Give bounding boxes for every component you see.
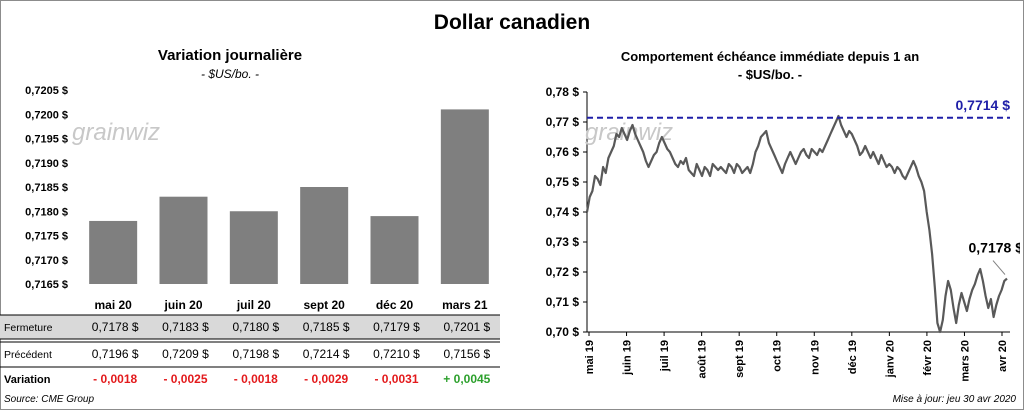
last-value-leader	[992, 260, 1006, 275]
x-tick-label: sept 20	[303, 298, 345, 312]
y-tick-label: 0,7170 $	[25, 255, 68, 267]
page-title: Dollar canadien	[433, 11, 591, 34]
source-note: Source: CME Group	[4, 394, 95, 405]
y-tick-label: 0,73 $	[546, 235, 580, 249]
table-cell: - 0,0018	[234, 372, 278, 386]
bar-mars-21	[440, 109, 489, 285]
x-tick-label: mars 20	[959, 340, 971, 382]
x-tick-label: juil 19	[659, 340, 671, 372]
price-line	[585, 114, 1008, 334]
y-tick-label: 0,7180 $	[25, 206, 68, 218]
x-tick-label: juin 19	[622, 340, 634, 376]
bar-chart: 0,7165 $ 0,7170 $ 0,7175 $ 0,7180 $ 0,7185 $…	[0, 85, 500, 386]
table-cell: 0,7180 $	[232, 320, 279, 334]
y-tick-label: 0,7175 $	[25, 231, 68, 243]
y-tick-label: 0,7195 $	[25, 134, 68, 146]
x-tick-label: nov 19	[809, 340, 821, 375]
bar-juil-20	[229, 211, 278, 284]
bar-sept-20	[300, 187, 349, 284]
x-tick-label: mai 19	[584, 340, 596, 374]
y-tick-label: 0,7190 $	[25, 158, 68, 170]
x-tick-label: avr 20	[997, 340, 1009, 372]
bar-mai-20	[89, 220, 138, 284]
y-tick-label: 0,7205 $	[25, 85, 68, 97]
y-tick-label: 0,78 $	[546, 85, 580, 99]
last-value-label: 0,7178 $	[969, 240, 1021, 256]
table-cell: 0,7201 $	[443, 320, 490, 334]
table-cell: 0,7179 $	[373, 320, 420, 334]
table-cell: 0,7156 $	[443, 347, 490, 361]
table-cell: 0,7183 $	[162, 320, 209, 334]
table-cell: 0,7214 $	[303, 347, 350, 361]
table-cell: 0,7198 $	[232, 347, 279, 361]
x-tick-label: oct 19	[772, 340, 784, 372]
table-cell: 0,7209 $	[162, 347, 209, 361]
bar-chart-unit: - $US/bo. -	[200, 67, 260, 81]
x-tick-label: janv 20	[884, 340, 896, 378]
line-chart-unit: - $US/bo. -	[737, 67, 803, 82]
x-tick-label: mai 20	[94, 298, 132, 312]
y-tick-label: 0,76 $	[546, 145, 580, 159]
x-tick-label: août 19	[697, 340, 709, 379]
table-cell: 0,7185 $	[303, 320, 350, 334]
y-tick-label: 0,71 $	[546, 295, 580, 309]
y-tick-label: 0,74 $	[546, 205, 580, 219]
watermark-logo: grainwiz	[72, 119, 160, 146]
y-tick-label: 0,75 $	[546, 175, 580, 189]
bar-juin-20	[159, 196, 208, 284]
y-tick-label: 0,72 $	[546, 265, 580, 279]
bar-chart-title: Variation journalière	[157, 47, 303, 64]
table-row-label: Variation	[4, 374, 51, 386]
table-cell: - 0,0018	[93, 372, 137, 386]
table-cell: - 0,0031	[374, 372, 418, 386]
reference-line-label: 0,7714 $	[956, 97, 1011, 113]
y-tick-label: 0,7165 $	[25, 279, 68, 291]
line-chart-title: Comportement échéance immédiate depuis 1…	[620, 49, 920, 64]
y-tick-label: 0,70 $	[546, 325, 580, 339]
table-cell: 0,7196 $	[92, 347, 139, 361]
line-chart: 0,70 $ 0,71 $ 0,72 $ 0,73 $ 0,74 $ 0,75 $ 0,76…	[546, 85, 1021, 382]
x-tick-label: févr 20	[922, 340, 934, 375]
table-cell: 0,7178 $	[92, 320, 139, 334]
y-tick-label: 0,77 $	[546, 115, 580, 129]
update-note: Mise à jour: jeu 30 avr 2020	[892, 394, 1016, 405]
table-row-label: Fermeture	[4, 322, 53, 334]
x-tick-label: déc 19	[847, 340, 859, 374]
y-tick-label: 0,7185 $	[25, 182, 68, 194]
x-tick-label: mars 21	[442, 298, 488, 312]
table-cell: - 0,0025	[163, 372, 207, 386]
x-tick-label: déc 20	[376, 298, 414, 312]
x-tick-label: sept 19	[734, 340, 746, 378]
table-cell: + 0,0045	[443, 372, 490, 386]
table-row-shade	[0, 315, 500, 339]
x-tick-label: juil 20	[236, 298, 271, 312]
bar-déc-20	[370, 216, 419, 284]
y-tick-label: 0,7200 $	[25, 109, 68, 121]
x-tick-label: juin 20	[163, 298, 202, 312]
table-cell: 0,7210 $	[373, 347, 420, 361]
table-cell: - 0,0029	[304, 372, 348, 386]
table-row-label: Précédent	[4, 349, 52, 361]
